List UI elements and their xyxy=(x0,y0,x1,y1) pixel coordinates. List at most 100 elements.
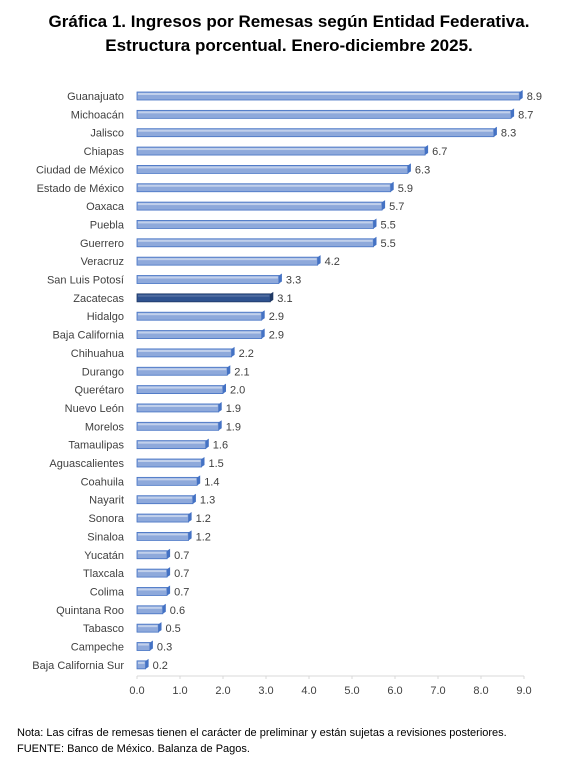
value-label-guerrero: 5.5 xyxy=(381,238,396,250)
category-label-guerrero: Guerrero xyxy=(80,238,124,250)
value-label-yucatan: 0.7 xyxy=(174,550,189,562)
bar-cap-ciudad-de-mexico xyxy=(407,163,411,174)
category-label-morelos: Morelos xyxy=(85,421,125,433)
value-label-coahuila: 1.4 xyxy=(204,476,219,488)
bar-highlight-nuevo-leon xyxy=(138,404,218,407)
bar-cap-jalisco xyxy=(493,126,497,137)
value-label-oaxaca: 5.7 xyxy=(389,201,404,213)
bar-chart: Guanajuato Michoacán Jalisco Chiapas Ciudad … xyxy=(32,90,542,697)
bar-highlight-hidalgo xyxy=(138,313,261,316)
x-tick-label-0: 0.0 xyxy=(129,685,144,697)
category-label-jalisco: Jalisco xyxy=(90,128,124,140)
value-label-puebla: 5.5 xyxy=(381,219,396,231)
bar-highlight-ciudad-de-mexico xyxy=(138,166,407,169)
value-label-baja-california-sur: 0.2 xyxy=(153,660,168,672)
bar-cap-durango xyxy=(227,365,231,376)
bar-cap-oaxaca xyxy=(382,200,386,211)
value-label-morelos: 1.9 xyxy=(226,421,241,433)
category-label-zacatecas: Zacatecas xyxy=(73,293,124,305)
bar-cap-tlaxcala xyxy=(167,567,171,578)
category-label-veracruz: Veracruz xyxy=(81,256,124,268)
category-label-yucatan: Yucatán xyxy=(84,550,124,562)
bar-highlight-san-luis-potosi xyxy=(138,276,278,279)
bar-cap-queretaro xyxy=(223,383,226,394)
bar-cap-quintana-roo xyxy=(162,603,166,614)
category-label-campeche: Campeche xyxy=(71,642,124,654)
x-tick-label-6: 6.0 xyxy=(387,685,402,697)
bar-highlight-sinaloa xyxy=(138,533,188,536)
value-label-colima: 0.7 xyxy=(174,586,189,598)
value-label-veracruz: 4.2 xyxy=(325,256,340,268)
bar-highlight-veracruz xyxy=(138,258,317,261)
bar-cap-sinaloa xyxy=(188,530,192,541)
value-label-tabasco: 0.5 xyxy=(166,623,181,635)
bar-highlight-campeche xyxy=(138,643,149,646)
value-label-ciudad-de-mexico: 6.3 xyxy=(415,164,430,176)
bar-highlight-colima xyxy=(138,588,167,591)
bar-highlight-guanajuato xyxy=(138,93,519,95)
value-label-sinaloa: 1.2 xyxy=(196,531,211,543)
bar-highlight-guerrero xyxy=(138,239,373,242)
bar-highlight-yucatan xyxy=(138,551,167,554)
value-label-hidalgo: 2.9 xyxy=(269,311,284,323)
x-tick-label-8: 8.0 xyxy=(473,685,488,697)
bar-cap-veracruz xyxy=(317,255,321,266)
category-label-coahuila: Coahuila xyxy=(81,476,125,488)
footnotes: Nota: Las cifras de remesas tienen el ca… xyxy=(17,725,507,757)
bar-highlight-jalisco xyxy=(138,129,493,132)
bar-highlight-chiapas xyxy=(138,148,425,151)
bar-highlight-oaxaca xyxy=(138,203,382,206)
value-label-quintana-roo: 0.6 xyxy=(170,605,185,617)
bar-cap-san-luis-potosi xyxy=(278,273,282,284)
category-label-sonora: Sonora xyxy=(89,513,125,525)
bar-cap-nuevo-leon xyxy=(218,401,222,412)
category-label-guanajuato: Guanajuato xyxy=(67,91,124,103)
category-label-quintana-roo: Quintana Roo xyxy=(56,605,124,617)
value-label-chihuahua: 2.2 xyxy=(239,348,254,360)
value-label-guanajuato: 8.9 xyxy=(527,91,542,103)
bar-cap-tamaulipas xyxy=(205,438,209,449)
value-label-queretaro: 2.0 xyxy=(230,385,245,397)
bar-cap-chihuahua xyxy=(231,346,235,357)
value-label-michoacan: 8.7 xyxy=(518,109,533,121)
bar-highlight-coahuila xyxy=(138,478,197,481)
bar-cap-aguascalientes xyxy=(201,457,205,467)
x-tick-label-9: 9.0 xyxy=(516,685,531,697)
value-label-san-luis-potosi: 3.3 xyxy=(286,275,301,287)
value-label-baja-california: 2.9 xyxy=(269,330,284,342)
value-label-durango: 2.1 xyxy=(234,366,249,378)
bar-highlight-michoacan xyxy=(138,111,511,114)
category-label-hidalgo: Hidalgo xyxy=(87,311,124,323)
value-label-nuevo-leon: 1.9 xyxy=(226,403,241,415)
bar-highlight-baja-california xyxy=(138,331,261,334)
bar-cap-yucatan xyxy=(167,548,171,559)
value-label-tamaulipas: 1.6 xyxy=(213,440,228,452)
category-label-nuevo-leon: Nuevo León xyxy=(65,403,124,415)
x-tick-label-1: 1.0 xyxy=(172,685,187,697)
bar-cap-estado-de-mexico xyxy=(390,181,394,192)
category-label-estado-de-mexico: Estado de México xyxy=(37,183,124,195)
bar-highlight-puebla xyxy=(138,221,373,224)
x-tick-label-3: 3.0 xyxy=(258,685,273,697)
category-label-durango: Durango xyxy=(82,366,124,378)
category-label-queretaro: Querétaro xyxy=(74,385,124,397)
bar-cap-baja-california-sur xyxy=(145,658,149,669)
bar-cap-morelos xyxy=(218,420,222,431)
bar-cap-baja-california xyxy=(261,328,265,339)
category-label-nayarit: Nayarit xyxy=(89,495,124,507)
bar-highlight-durango xyxy=(138,368,227,371)
category-label-aguascalientes: Aguascalientes xyxy=(49,458,124,470)
bar-cap-tabasco xyxy=(158,622,162,633)
bar-cap-guerrero xyxy=(373,236,377,247)
value-label-aguascalientes: 1.5 xyxy=(209,458,224,470)
bar-highlight-quintana-roo xyxy=(138,606,162,609)
category-label-tamaulipas: Tamaulipas xyxy=(68,440,124,452)
category-label-baja-california-sur: Baja California Sur xyxy=(32,660,124,672)
bar-highlight-chihuahua xyxy=(138,349,231,352)
value-label-tlaxcala: 0.7 xyxy=(174,568,189,580)
category-label-chihuahua: Chihuahua xyxy=(71,348,125,360)
bar-cap-michoacan xyxy=(511,108,515,119)
x-tick-label-7: 7.0 xyxy=(430,685,445,697)
bar-highlight-queretaro xyxy=(138,386,222,389)
bar-highlight-nayarit xyxy=(138,496,192,499)
